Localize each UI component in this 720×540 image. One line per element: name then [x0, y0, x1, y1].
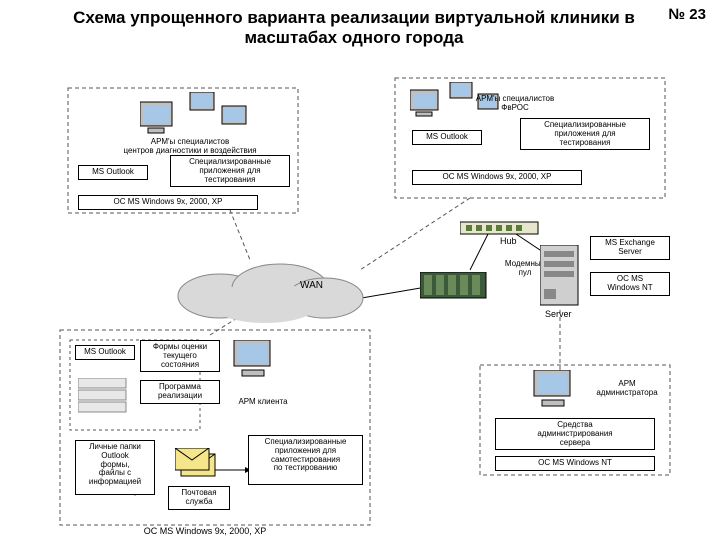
- wan-cloud-icon: [170, 258, 365, 328]
- modem-icon: [420, 272, 490, 305]
- slide-title: Схема упрощенного варианта реализации ви…: [0, 8, 708, 49]
- computer-icon: [530, 370, 578, 417]
- label-arm-admin: АРМадминистратора: [582, 380, 672, 398]
- box-os-nt-admin: ОС MS Windows NT: [495, 456, 655, 471]
- server-icon: [540, 245, 580, 312]
- box-admin-tools: Средстваадминистрированиясервера: [495, 418, 655, 450]
- title-line-2: масштабах одного города: [0, 28, 708, 48]
- title-line-1: Схема упрощенного варианта реализации ви…: [0, 8, 708, 28]
- label-wan: WAN: [300, 280, 323, 291]
- box-ms-outlook-client: MS Outlook: [75, 345, 135, 360]
- box-os-froc: ОС MS Windows 9x, 2000, XP: [412, 170, 582, 185]
- box-os-diag: ОС MS Windows 9x, 2000, XP: [78, 195, 258, 210]
- box-forms: Формы оценкитекущегосостояния: [140, 340, 220, 372]
- box-os-nt: ОС MSWindows NT: [590, 272, 670, 296]
- box-ms-outlook-diag: MS Outlook: [78, 165, 148, 180]
- label-arm-diag: АРМ'ы специалистовцентров диагностики и …: [100, 138, 280, 156]
- box-ms-outlook-froc: MS Outlook: [412, 130, 482, 145]
- storage-icon: [78, 378, 128, 419]
- box-spec-apps-diag: Специализированныеприложения длятестиров…: [170, 155, 290, 187]
- box-program: Программареализации: [140, 380, 220, 404]
- box-exchange: MS ExchangeServer: [590, 236, 670, 260]
- label-arm-client: АРМ клиента: [228, 398, 298, 407]
- label-arm-froc: АРМ'ы специалистовФвРОС: [455, 95, 575, 113]
- box-mail: Почтоваяслужба: [168, 486, 230, 510]
- computer-icon: [230, 340, 278, 387]
- mail-icon: [175, 448, 221, 487]
- computer-icon: [140, 92, 250, 143]
- box-spec-apps-froc: Специализированныеприложения длятестиров…: [520, 118, 650, 150]
- label-server: Server: [545, 310, 572, 320]
- box-self-test: Специализированныеприложения длясамотест…: [248, 435, 363, 485]
- label-hub: Hub: [500, 237, 517, 247]
- label-os-client: ОС MS Windows 9x, 2000, XP: [120, 527, 290, 537]
- box-folders: Личные папкиOutlookформы,файлы синформац…: [75, 440, 155, 495]
